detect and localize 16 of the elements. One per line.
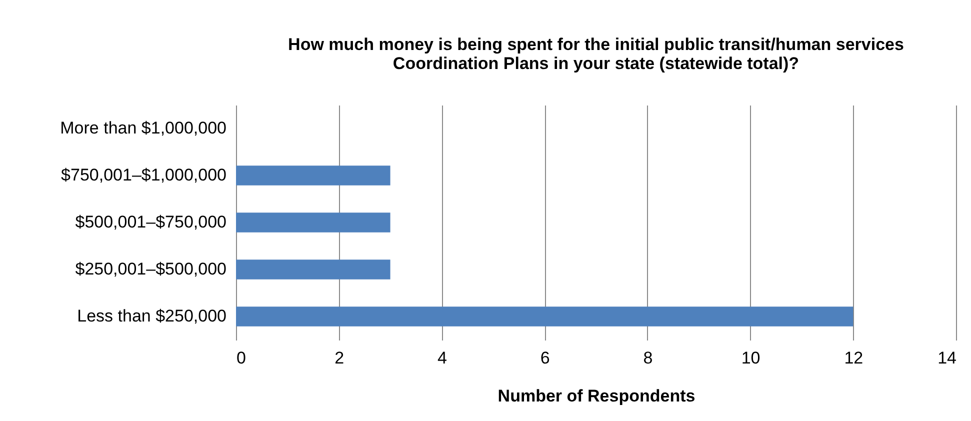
- y-tick-label: $500,001–$750,000: [75, 212, 226, 232]
- x-axis-title: Number of Respondents: [498, 386, 696, 406]
- x-tick-label: 12: [844, 348, 864, 368]
- x-tick-label: 6: [540, 348, 550, 368]
- x-tick-label: 10: [741, 348, 760, 368]
- y-tick-label: More than $1,000,000: [60, 118, 226, 138]
- y-tick-label: $250,001–$500,000: [75, 260, 226, 278]
- y-tick-label: $750,001–$1,000,000: [61, 166, 226, 184]
- x-tick-label: 14: [938, 348, 956, 368]
- text: Coordination Plans in your state (statewide total)?: [392, 54, 800, 73]
- x-tick-label: 0: [236, 348, 246, 368]
- x-tick-label: 4: [437, 348, 447, 368]
- text: How much money is being spent for the initial public transit/human services: [288, 35, 904, 54]
- x-tick-label: 2: [334, 348, 344, 368]
- y-tick-label: Less than $250,000: [77, 306, 226, 326]
- x-tick-label: 8: [643, 348, 653, 368]
